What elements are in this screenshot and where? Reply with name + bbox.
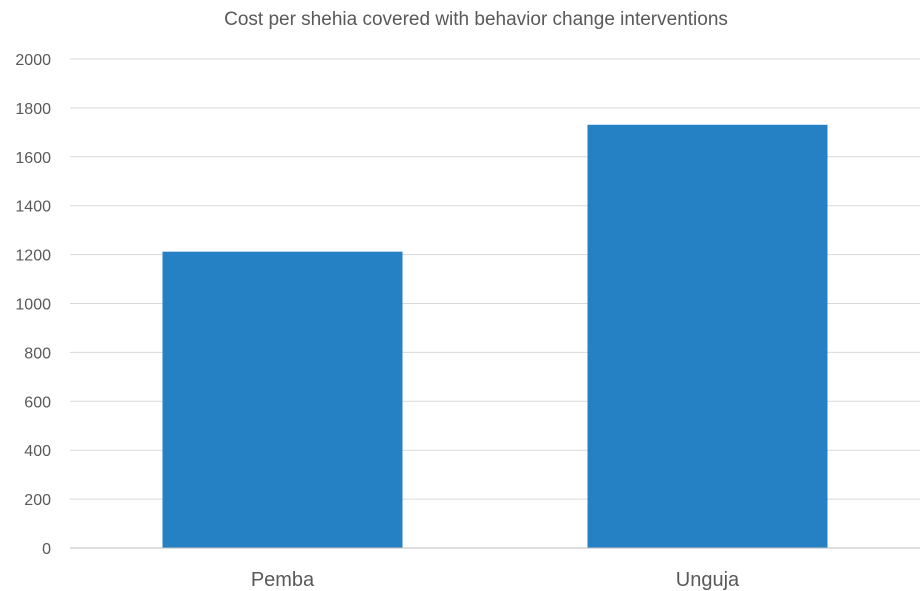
y-axis-ticks: 0 200 400 600 800 1000 1200 1400 1600 1800 2000: [15, 52, 51, 558]
bar-unguja: [587, 124, 828, 548]
y-tick-label: 2000: [15, 52, 51, 69]
y-tick-label: 1800: [15, 101, 51, 118]
y-tick-label: 400: [24, 443, 51, 460]
y-tick-label: 0: [42, 541, 51, 558]
x-category-label: Unguja: [676, 569, 740, 591]
y-tick-label: 800: [24, 345, 51, 362]
y-tick-label: 600: [24, 394, 51, 411]
y-tick-label: 1400: [15, 199, 51, 216]
y-tick-label: 1200: [15, 248, 51, 265]
y-tick-label: 1000: [15, 297, 51, 314]
x-axis: Pemba Unguja: [70, 547, 920, 591]
y-tick-label: 200: [24, 492, 51, 509]
x-category-label: Pemba: [251, 569, 315, 591]
bar-pemba: [162, 251, 403, 548]
y-tick-label: 1600: [15, 150, 51, 167]
chart-title: Cost per shehia covered with behavior ch…: [224, 9, 728, 30]
bars: [162, 124, 828, 548]
